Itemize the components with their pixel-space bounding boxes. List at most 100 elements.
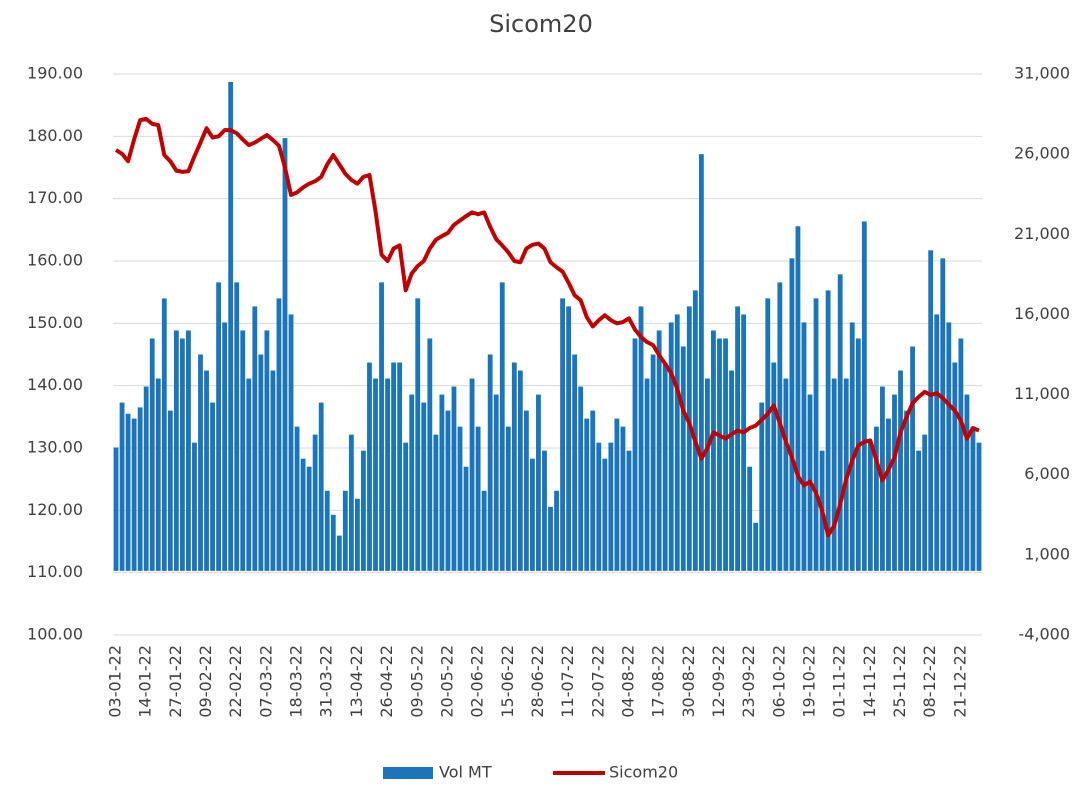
y2-tick-label: 16,000	[1014, 304, 1070, 323]
x-tick-label: 06-10-22	[769, 645, 788, 718]
y2-tick-label: 6,000	[1024, 464, 1070, 483]
bar	[584, 418, 590, 571]
line	[114, 116, 980, 538]
x-tick-label: 09-05-22	[407, 645, 426, 718]
bar	[916, 450, 922, 571]
bar	[204, 370, 209, 571]
bar	[173, 330, 179, 571]
bar	[680, 346, 686, 571]
bar	[294, 426, 300, 571]
bar	[222, 322, 228, 571]
bar	[753, 522, 759, 571]
y2-tick-label: -4,000	[1018, 625, 1070, 644]
x-tick-label: 18-03-22	[287, 645, 306, 718]
bar	[759, 402, 765, 571]
bar	[638, 306, 644, 571]
legend-swatch	[383, 767, 433, 779]
x-tick-label: 27-01-22	[166, 645, 185, 718]
bar	[783, 378, 789, 571]
y-tick-label: 160.00	[27, 251, 83, 270]
bar	[656, 330, 662, 571]
bar	[789, 258, 795, 571]
bar	[246, 378, 252, 571]
bar	[626, 450, 632, 571]
bar	[952, 362, 958, 571]
bar	[620, 426, 626, 571]
bar	[137, 407, 143, 571]
bar	[167, 410, 173, 571]
x-tick-label: 28-06-22	[528, 645, 547, 718]
legend-label: Vol MT	[439, 763, 492, 782]
bar	[403, 442, 409, 571]
x-tick-label: 30-08-22	[679, 645, 698, 718]
bar	[741, 314, 747, 571]
bar	[867, 442, 873, 571]
bar	[566, 306, 572, 571]
bar	[711, 330, 716, 571]
bar	[686, 306, 692, 571]
bar	[934, 314, 940, 571]
bar	[922, 434, 928, 571]
bar	[548, 506, 553, 571]
bar	[264, 330, 270, 571]
bar	[632, 338, 638, 571]
bar	[964, 394, 970, 571]
bar	[644, 378, 650, 571]
bar	[825, 290, 831, 571]
y-tick-label: 110.00	[27, 562, 83, 581]
bar	[892, 394, 897, 571]
x-tick-label: 19-10-22	[800, 645, 819, 718]
bar	[385, 378, 390, 571]
bar	[529, 458, 535, 571]
bar	[300, 458, 306, 571]
bar	[379, 282, 384, 571]
bar	[276, 298, 282, 571]
bar	[342, 490, 348, 571]
x-tick-label: 22-02-22	[226, 645, 245, 718]
bar	[451, 386, 457, 571]
bar	[499, 282, 505, 571]
bar	[119, 402, 125, 571]
bar	[886, 418, 891, 571]
bar	[179, 338, 185, 571]
bar	[415, 298, 421, 571]
bar	[336, 535, 342, 571]
x-tick-label: 20-05-22	[437, 645, 456, 718]
bar	[831, 378, 837, 571]
legend-label: Sicom20	[609, 763, 678, 782]
x-tick-label: 09-02-22	[196, 645, 215, 718]
y-tick-label: 100.00	[27, 625, 83, 644]
bar	[439, 394, 445, 571]
x-tick-label: 12-09-22	[709, 645, 728, 718]
bar	[318, 402, 324, 571]
bar	[747, 466, 753, 571]
bar	[946, 322, 952, 571]
bar	[801, 322, 807, 571]
bar	[723, 338, 728, 571]
y-tick-label: 170.00	[27, 188, 83, 207]
x-tick-label: 13-04-22	[347, 645, 366, 718]
bar	[493, 394, 499, 571]
bar	[674, 314, 680, 571]
x-tick-label: 22-07-22	[588, 645, 607, 718]
x-tick-label: 21-12-22	[950, 645, 969, 718]
bar	[976, 442, 982, 571]
bar	[421, 402, 427, 571]
bar	[306, 466, 312, 571]
bar	[361, 450, 366, 571]
y-tick-label: 190.00	[27, 64, 83, 83]
bar	[125, 413, 131, 571]
bar	[330, 514, 336, 571]
bar	[391, 362, 397, 571]
bar	[155, 378, 161, 571]
bar	[210, 402, 215, 571]
bar	[348, 434, 354, 571]
bar	[602, 458, 608, 571]
bar	[849, 322, 855, 571]
x-tick-label: 03-01-22	[106, 645, 125, 718]
bar	[234, 282, 240, 571]
bar	[228, 82, 234, 571]
x-tick-label: 02-06-22	[468, 645, 487, 718]
bar	[578, 386, 584, 571]
